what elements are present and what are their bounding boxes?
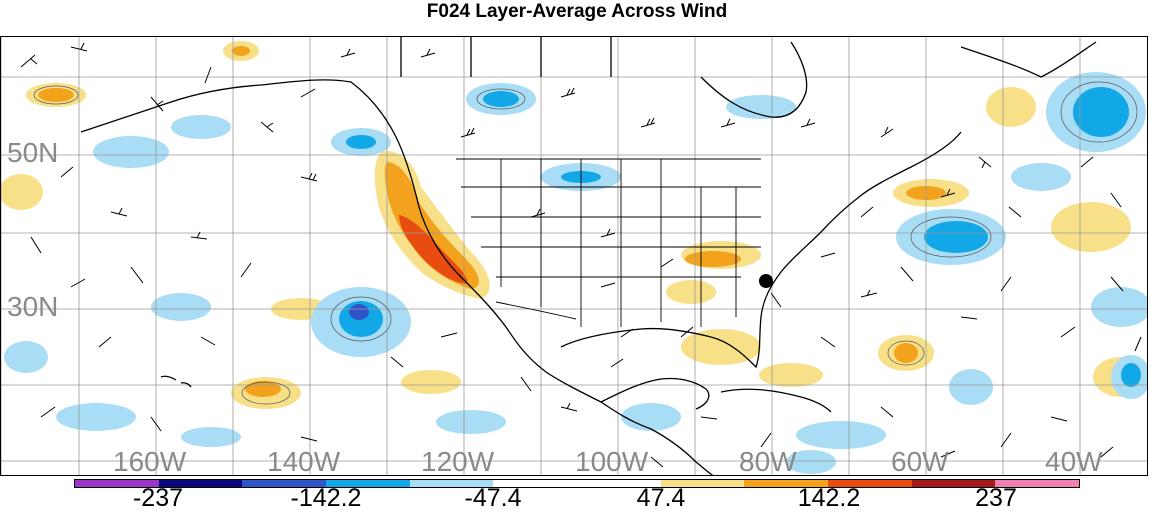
shaded-field bbox=[1, 41, 1147, 474]
lat-label-30n: 30N bbox=[7, 291, 59, 322]
colorbar-segment bbox=[828, 480, 912, 487]
coastlines bbox=[80, 37, 1097, 475]
colorbar-segment bbox=[75, 480, 159, 487]
colorbar-segment bbox=[493, 480, 578, 487]
colorbar-segment bbox=[158, 480, 243, 487]
lon-label-100w: 100W bbox=[575, 446, 649, 476]
station-dot-icon[interactable] bbox=[759, 274, 773, 288]
political-borders bbox=[456, 158, 761, 327]
lon-label-60w: 60W bbox=[891, 446, 949, 476]
colorbar-segment bbox=[242, 480, 327, 487]
map-title: F024 Layer-Average Across Wind bbox=[426, 1, 728, 22]
colorbar-segment bbox=[744, 480, 829, 487]
graticule bbox=[1, 37, 1147, 475]
colorbar bbox=[74, 479, 1080, 488]
wind-barbs bbox=[20, 42, 1142, 468]
lon-label-140w: 140W bbox=[267, 446, 341, 476]
colorbar-segment bbox=[326, 480, 410, 487]
colorbar-segment bbox=[911, 480, 996, 487]
colorbar-label: 142.2 bbox=[797, 484, 861, 512]
colorbar-label: -47.4 bbox=[464, 484, 522, 512]
lon-label-120w: 120W bbox=[421, 446, 495, 476]
colorbar-label: 237 bbox=[975, 484, 1017, 512]
colorbar-label: 47.4 bbox=[636, 484, 686, 512]
lon-label-160w: 160W bbox=[113, 446, 187, 476]
colorbar-segment bbox=[660, 480, 745, 487]
map-canvas bbox=[1, 37, 1147, 475]
colorbar-label: -142.2 bbox=[290, 484, 362, 512]
map-panel: 50N 30N 160W 140W 120W 100W 80W 60W 40W bbox=[0, 36, 1148, 476]
lon-label-80w: 80W bbox=[739, 446, 797, 476]
colorbar-label: -237 bbox=[132, 484, 184, 512]
lon-label-40w: 40W bbox=[1045, 446, 1103, 476]
colorbar-segment bbox=[995, 480, 1080, 487]
lat-label-50n: 50N bbox=[7, 137, 59, 168]
contours bbox=[33, 81, 1138, 405]
colorbar-segment bbox=[577, 480, 661, 487]
colorbar-segment bbox=[409, 480, 494, 487]
